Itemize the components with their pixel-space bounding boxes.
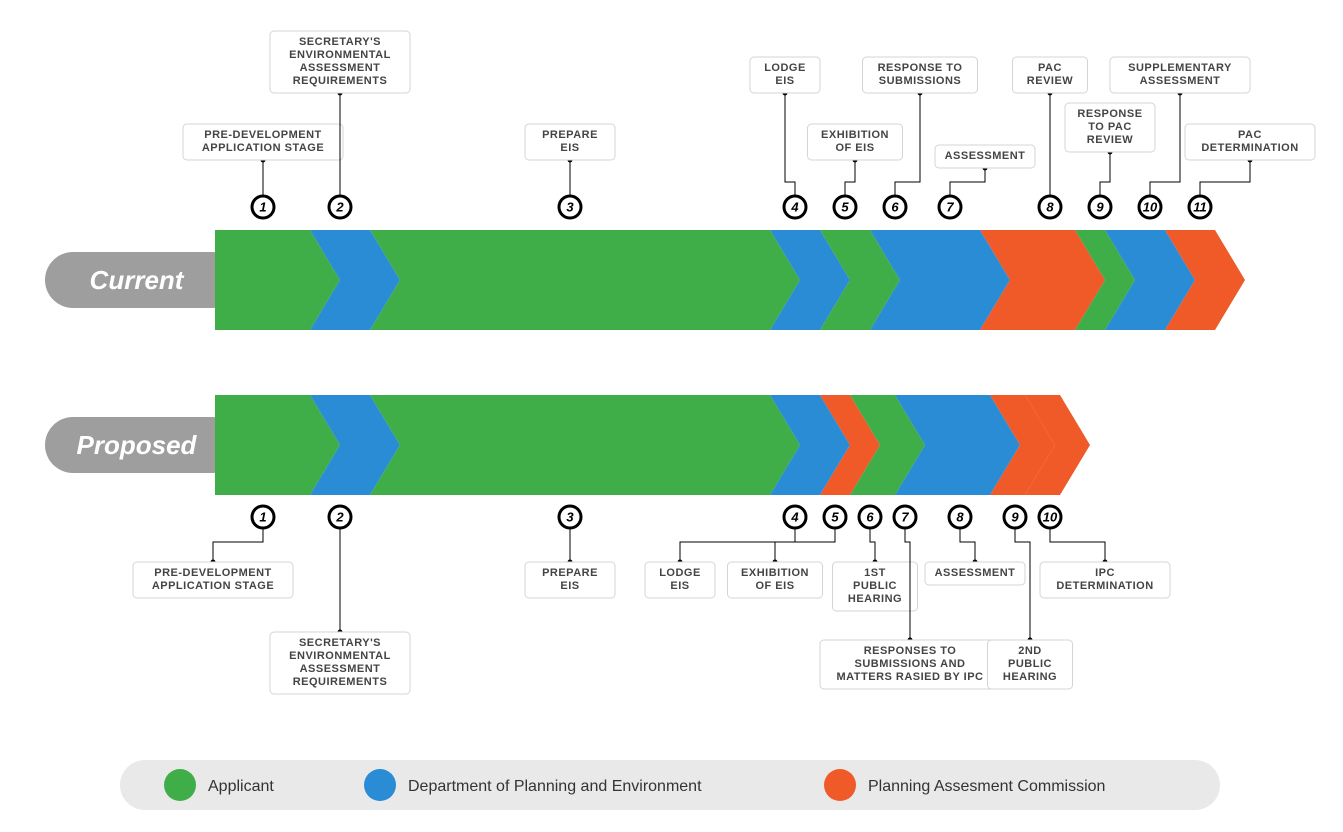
svg-text:EIS: EIS: [670, 580, 689, 592]
svg-text:1: 1: [259, 200, 266, 215]
leader-current-5: [845, 160, 855, 196]
svg-text:SUPPLEMENTARY: SUPPLEMENTARY: [1128, 62, 1232, 74]
svg-text:PUBLIC: PUBLIC: [853, 580, 897, 592]
svg-text:4: 4: [790, 510, 799, 525]
svg-text:HEARING: HEARING: [848, 593, 902, 605]
row-current: Current PRE-DEVELOPMENTAPPLICATION STAGE 1…: [45, 31, 1315, 335]
svg-text:7: 7: [946, 200, 954, 215]
svg-text:10: 10: [1043, 510, 1058, 525]
svg-text:REQUIREMENTS: REQUIREMENTS: [293, 676, 388, 688]
svg-text:8: 8: [956, 510, 964, 525]
legend-swatch-2: [824, 769, 856, 801]
svg-text:SUBMISSIONS AND: SUBMISSIONS AND: [855, 658, 966, 670]
svg-text:9: 9: [1011, 510, 1019, 525]
svg-text:EIS: EIS: [775, 75, 794, 87]
svg-text:6: 6: [891, 200, 899, 215]
svg-text:2ND: 2ND: [1018, 645, 1042, 657]
svg-text:3: 3: [566, 510, 574, 525]
svg-text:ENVIRONMENTAL: ENVIRONMENTAL: [289, 650, 391, 662]
svg-text:DETERMINATION: DETERMINATION: [1056, 580, 1153, 592]
svg-text:PAC: PAC: [1238, 129, 1262, 141]
row-proposed: Proposed PRE-DEVELOPMENTAPPLICATION STAGE…: [45, 390, 1170, 694]
process-diagram: CurrentPRE-DEVELOPMENTAPPLICATION STAGE1…: [0, 0, 1343, 832]
svg-text:HEARING: HEARING: [1003, 671, 1057, 683]
leader-current-7: [950, 168, 985, 196]
legend: Applicant Department of Planning and Envi…: [120, 760, 1220, 810]
svg-text:2: 2: [335, 510, 344, 525]
svg-text:LODGE: LODGE: [659, 567, 701, 579]
svg-text:RESPONSE TO: RESPONSE TO: [878, 62, 963, 74]
legend-swatch-0: [164, 769, 196, 801]
legend-label-2: Planning Assesment Commission: [868, 778, 1105, 795]
svg-text:6: 6: [866, 510, 874, 525]
leader-proposed-4: [680, 528, 795, 562]
svg-text:SECRETARY'S: SECRETARY'S: [299, 36, 381, 48]
svg-text:MATTERS RASIED BY IPC: MATTERS RASIED BY IPC: [837, 671, 984, 683]
leader-proposed-1: [213, 528, 263, 562]
svg-text:REVIEW: REVIEW: [1087, 134, 1134, 146]
svg-text:1ST: 1ST: [864, 567, 886, 579]
svg-text:10: 10: [1143, 200, 1158, 215]
svg-text:PREPARE: PREPARE: [542, 567, 598, 579]
svg-text:RESPONSE: RESPONSE: [1077, 108, 1142, 120]
svg-text:ASSESSMENT: ASSESSMENT: [300, 663, 381, 675]
svg-text:ASSESSMENT: ASSESSMENT: [1140, 75, 1221, 87]
legend-label-0: Applicant: [208, 778, 274, 795]
svg-text:ASSESSMENT: ASSESSMENT: [945, 150, 1026, 162]
segment-proposed-2: [370, 395, 800, 495]
leader-proposed-8: [960, 528, 975, 562]
svg-text:SUBMISSIONS: SUBMISSIONS: [879, 75, 962, 87]
svg-text:EXHIBITION: EXHIBITION: [741, 567, 809, 579]
svg-text:4: 4: [790, 200, 799, 215]
svg-text:3: 3: [566, 200, 574, 215]
svg-text:PRE-DEVELOPMENT: PRE-DEVELOPMENT: [154, 567, 272, 579]
svg-text:8: 8: [1046, 200, 1054, 215]
svg-text:RESPONSES TO: RESPONSES TO: [864, 645, 957, 657]
legend-label-1: Department of Planning and Environment: [408, 778, 702, 795]
leader-proposed-6: [870, 528, 875, 562]
svg-text:5: 5: [831, 510, 839, 525]
svg-text:DETERMINATION: DETERMINATION: [1201, 142, 1298, 154]
svg-text:11: 11: [1193, 200, 1207, 215]
row-label-text: Proposed: [77, 430, 198, 460]
svg-text:EIS: EIS: [560, 580, 579, 592]
leader-current-11: [1200, 160, 1250, 196]
svg-text:9: 9: [1096, 200, 1104, 215]
svg-text:PUBLIC: PUBLIC: [1008, 658, 1052, 670]
leader-current-9: [1100, 152, 1110, 196]
svg-text:TO PAC: TO PAC: [1088, 121, 1132, 133]
svg-text:ENVIRONMENTAL: ENVIRONMENTAL: [289, 49, 391, 61]
svg-text:5: 5: [841, 200, 849, 215]
leader-proposed-10: [1050, 528, 1105, 562]
legend-swatch-1: [364, 769, 396, 801]
svg-text:ASSESSMENT: ASSESSMENT: [300, 62, 381, 74]
svg-text:2: 2: [335, 200, 344, 215]
leader-current-4: [785, 93, 795, 196]
svg-text:PAC: PAC: [1038, 62, 1062, 74]
svg-text:7: 7: [901, 510, 909, 525]
svg-text:REQUIREMENTS: REQUIREMENTS: [293, 75, 388, 87]
svg-text:REVIEW: REVIEW: [1027, 75, 1074, 87]
segment-current-2: [370, 230, 800, 330]
svg-text:SECRETARY'S: SECRETARY'S: [299, 637, 381, 649]
svg-text:ASSESSMENT: ASSESSMENT: [935, 567, 1016, 579]
svg-text:APPLICATION STAGE: APPLICATION STAGE: [152, 580, 274, 592]
svg-text:OF EIS: OF EIS: [835, 142, 874, 154]
svg-text:IPC: IPC: [1095, 567, 1115, 579]
row-label-text: Current: [90, 265, 185, 295]
svg-text:PREPARE: PREPARE: [542, 129, 598, 141]
svg-text:OF EIS: OF EIS: [755, 580, 794, 592]
leader-proposed-5: [775, 528, 835, 562]
svg-text:1: 1: [259, 510, 266, 525]
svg-text:EXHIBITION: EXHIBITION: [821, 129, 889, 141]
svg-text:EIS: EIS: [560, 142, 579, 154]
svg-text:LODGE: LODGE: [764, 62, 806, 74]
svg-text:PRE-DEVELOPMENT: PRE-DEVELOPMENT: [204, 129, 322, 141]
svg-text:APPLICATION STAGE: APPLICATION STAGE: [202, 142, 324, 154]
